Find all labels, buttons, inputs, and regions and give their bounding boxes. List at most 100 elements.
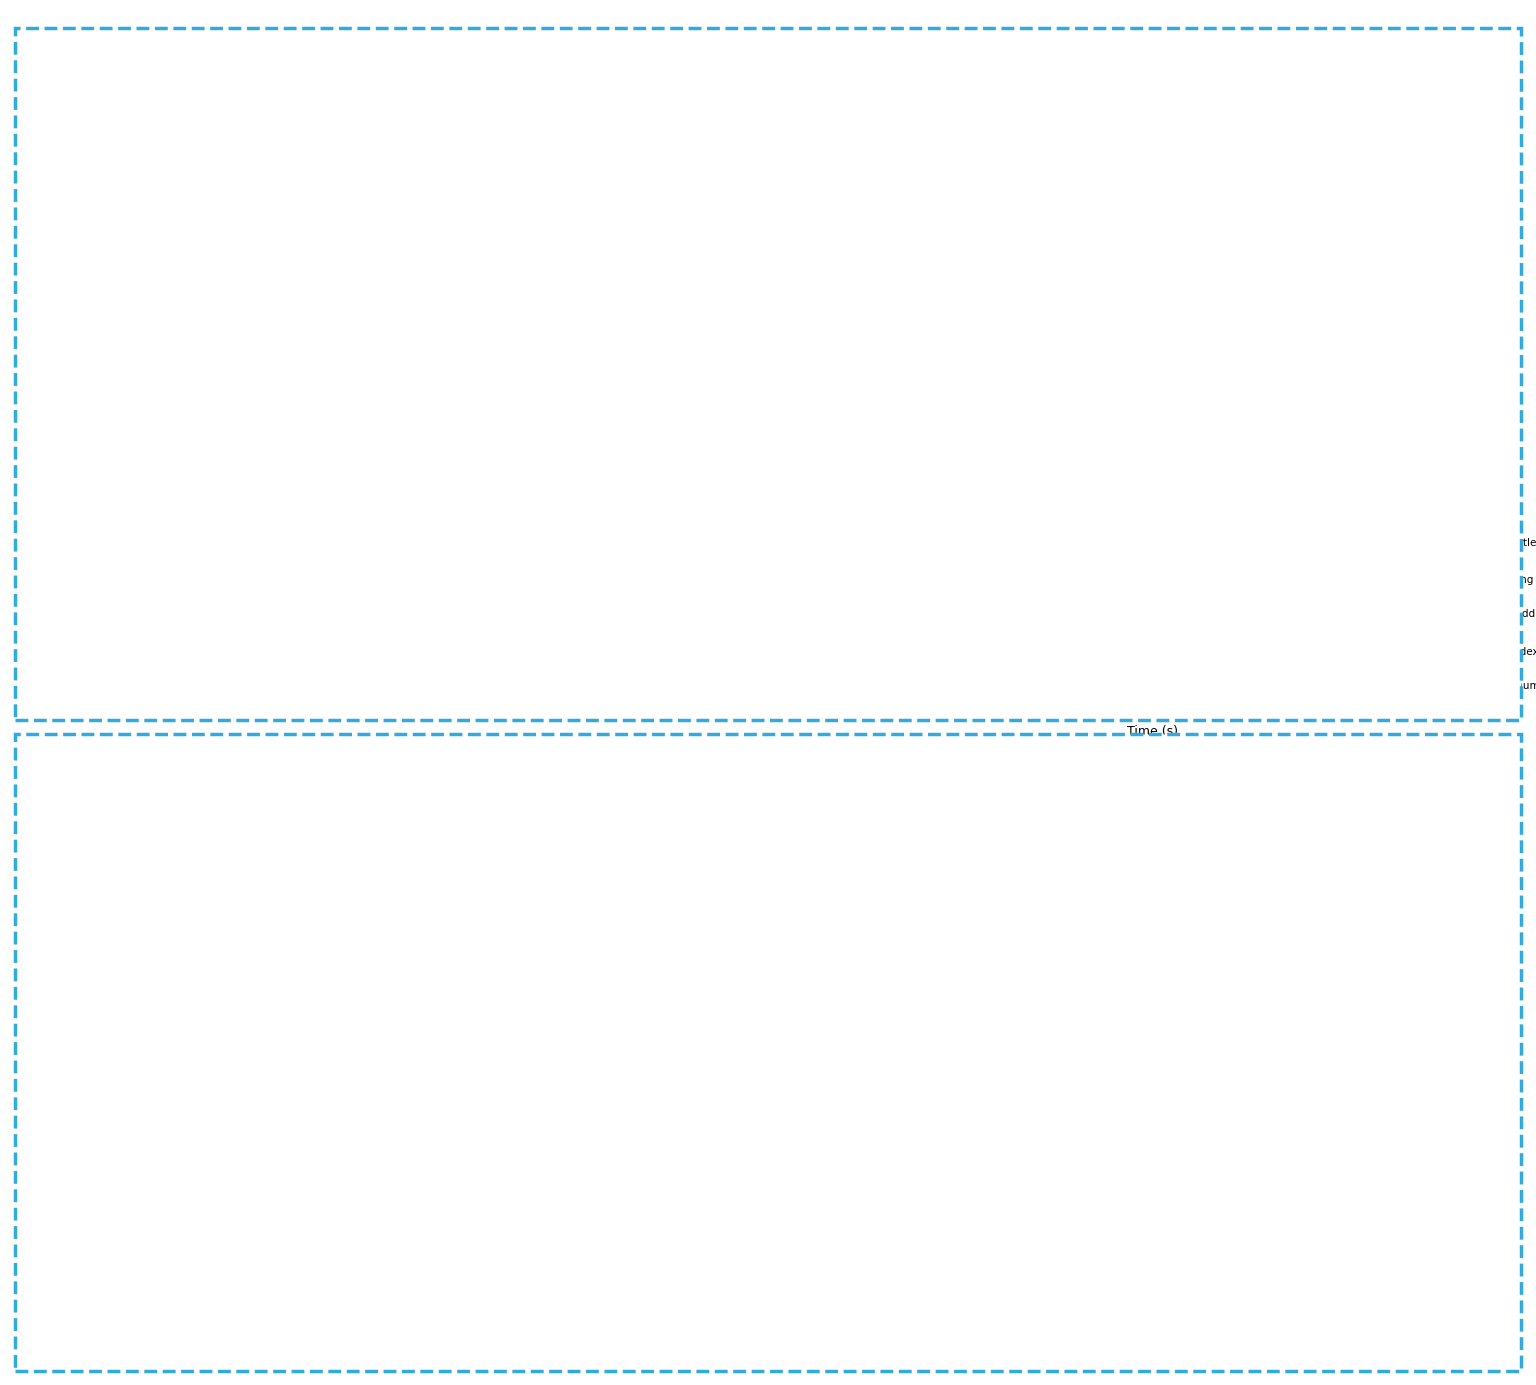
Ellipse shape: [900, 958, 1166, 1001]
Circle shape: [1295, 1141, 1339, 1159]
Circle shape: [1031, 1021, 1066, 1036]
Circle shape: [1276, 1104, 1321, 1123]
FancyBboxPatch shape: [470, 138, 594, 183]
Ellipse shape: [392, 255, 628, 291]
Ellipse shape: [75, 1199, 341, 1248]
Polygon shape: [886, 140, 945, 183]
Circle shape: [1240, 1177, 1284, 1195]
Text: Dissolving PLA: Dissolving PLA: [982, 1296, 1086, 1309]
Ellipse shape: [1041, 414, 1134, 514]
Circle shape: [1258, 994, 1303, 1012]
Circle shape: [1369, 994, 1413, 1012]
Bar: [313, 425, 356, 438]
Text: Index: Index: [1510, 647, 1536, 656]
Text: ( III ): ( III ): [888, 388, 914, 400]
Bar: [137, 463, 180, 475]
Text: DCM: DCM: [842, 882, 871, 892]
Ellipse shape: [1330, 414, 1422, 514]
Circle shape: [1387, 1032, 1432, 1050]
Ellipse shape: [207, 447, 278, 565]
Text: ( II ): ( II ): [579, 1339, 604, 1352]
Ellipse shape: [376, 447, 447, 565]
Circle shape: [1031, 1094, 1066, 1108]
Ellipse shape: [776, 255, 1011, 291]
Ellipse shape: [897, 414, 988, 514]
Text: Base layer: Base layer: [100, 359, 169, 373]
Circle shape: [1313, 1032, 1358, 1050]
Circle shape: [1350, 1032, 1395, 1050]
Circle shape: [1195, 51, 1478, 331]
Circle shape: [1369, 1141, 1413, 1159]
Text: PDMS: PDMS: [579, 878, 604, 886]
Ellipse shape: [9, 255, 244, 291]
Circle shape: [1276, 1177, 1321, 1195]
Text: ( I ): ( I ): [124, 388, 144, 400]
Circle shape: [957, 1069, 992, 1084]
Circle shape: [1240, 1104, 1284, 1123]
Text: ( II ): ( II ): [505, 388, 528, 400]
Circle shape: [897, 1094, 934, 1108]
Circle shape: [1313, 1177, 1358, 1195]
Polygon shape: [120, 140, 178, 183]
Bar: [458, 1028, 723, 1223]
Circle shape: [1015, 1046, 1051, 1060]
Polygon shape: [0, 298, 296, 316]
Circle shape: [1089, 1143, 1124, 1158]
Polygon shape: [723, 298, 1063, 316]
Circle shape: [1332, 994, 1376, 1012]
Ellipse shape: [458, 1199, 723, 1248]
Text: C: C: [768, 397, 791, 427]
Text: B: B: [45, 397, 68, 427]
Circle shape: [1350, 1177, 1395, 1195]
Text: Mold 3D-printing: Mold 3D-printing: [147, 1296, 267, 1309]
Ellipse shape: [900, 1165, 1166, 1208]
Circle shape: [1031, 1168, 1066, 1181]
Circle shape: [1276, 1032, 1321, 1050]
Bar: [75, 1028, 341, 1223]
Circle shape: [1405, 1068, 1450, 1086]
Circle shape: [1350, 1104, 1395, 1123]
Circle shape: [1387, 1104, 1432, 1123]
Circle shape: [1258, 1141, 1303, 1159]
Circle shape: [1149, 1046, 1184, 1060]
Bar: [398, 438, 441, 450]
Bar: [221, 438, 264, 450]
Text: Ring: Ring: [1510, 575, 1533, 586]
Circle shape: [1089, 1069, 1124, 1084]
Circle shape: [957, 1143, 992, 1158]
Ellipse shape: [289, 432, 366, 562]
Ellipse shape: [753, 414, 843, 514]
Polygon shape: [341, 298, 679, 316]
Ellipse shape: [1186, 414, 1278, 514]
Text: Middle: Middle: [1510, 609, 1536, 619]
Text: Thumb: Thumb: [1510, 681, 1536, 691]
Circle shape: [1405, 1141, 1450, 1159]
Ellipse shape: [473, 1007, 710, 1050]
Circle shape: [1295, 994, 1339, 1012]
Text: Little: Little: [1510, 537, 1536, 548]
Circle shape: [1332, 1068, 1376, 1086]
Text: Ink:
Silicone gel: Ink: Silicone gel: [60, 39, 120, 60]
Text: A: A: [38, 42, 61, 71]
Circle shape: [957, 997, 992, 1011]
Text: ( III ): ( III ): [1018, 1339, 1048, 1352]
Circle shape: [897, 1168, 934, 1181]
Circle shape: [1149, 1119, 1184, 1133]
Text: Casting PDMS: Casting PDMS: [542, 1296, 641, 1309]
Y-axis label: ΔR (kΩ): ΔR (kΩ): [751, 584, 760, 627]
Bar: [178, 913, 237, 961]
Circle shape: [1089, 997, 1124, 1011]
Circle shape: [1258, 1068, 1303, 1086]
Text: Final Scaffold: Final Scaffold: [1310, 1296, 1405, 1309]
Circle shape: [1240, 1032, 1284, 1050]
Circle shape: [1313, 1104, 1358, 1123]
Ellipse shape: [158, 521, 498, 691]
Text: Sealing layer: Sealing layer: [857, 359, 943, 373]
Ellipse shape: [75, 1004, 341, 1053]
Circle shape: [1405, 994, 1450, 1012]
Circle shape: [1387, 1177, 1432, 1195]
Circle shape: [1015, 1119, 1051, 1133]
Text: 50 (kΩ): 50 (kΩ): [725, 627, 734, 661]
Bar: [820, 918, 894, 992]
Circle shape: [518, 852, 665, 913]
